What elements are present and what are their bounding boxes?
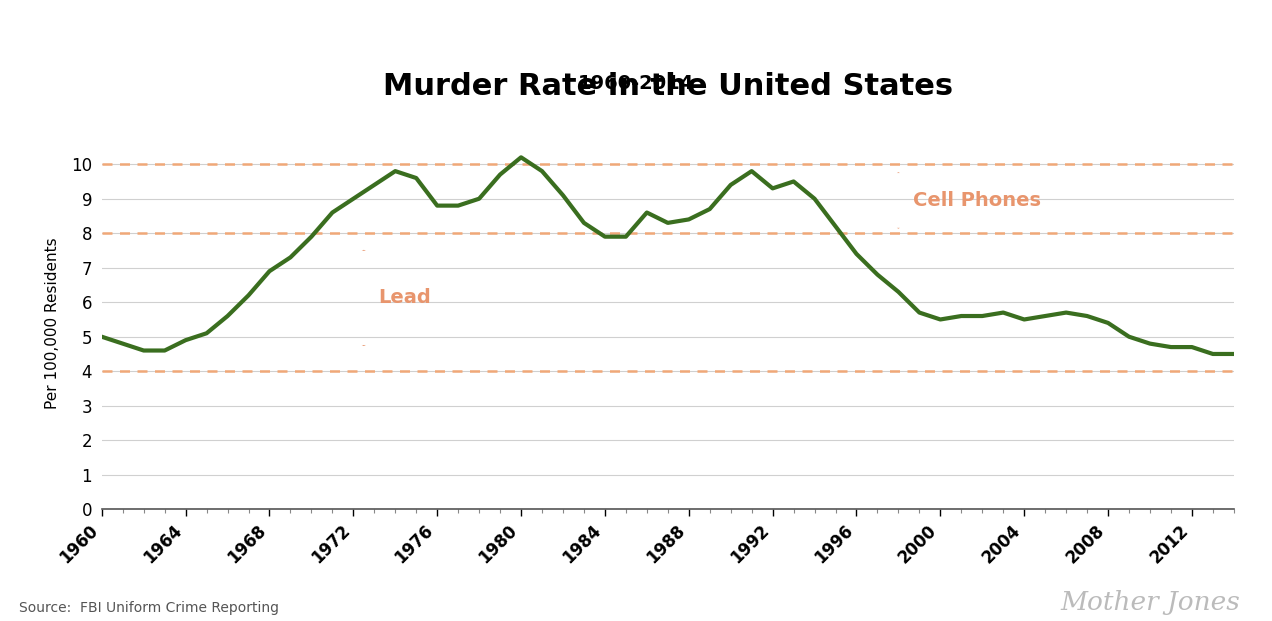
Y-axis label: Per 100,000 Residents: Per 100,000 Residents <box>45 237 60 409</box>
Text: Cell Phones: Cell Phones <box>913 191 1040 210</box>
Text: Mother Jones: Mother Jones <box>1061 590 1240 615</box>
Title: Murder Rate in the United States: Murder Rate in the United States <box>383 72 953 101</box>
Text: Lead: Lead <box>379 288 431 307</box>
Text: Source:  FBI Uniform Crime Reporting: Source: FBI Uniform Crime Reporting <box>19 601 279 615</box>
Text: 1960-2014: 1960-2014 <box>577 75 695 93</box>
